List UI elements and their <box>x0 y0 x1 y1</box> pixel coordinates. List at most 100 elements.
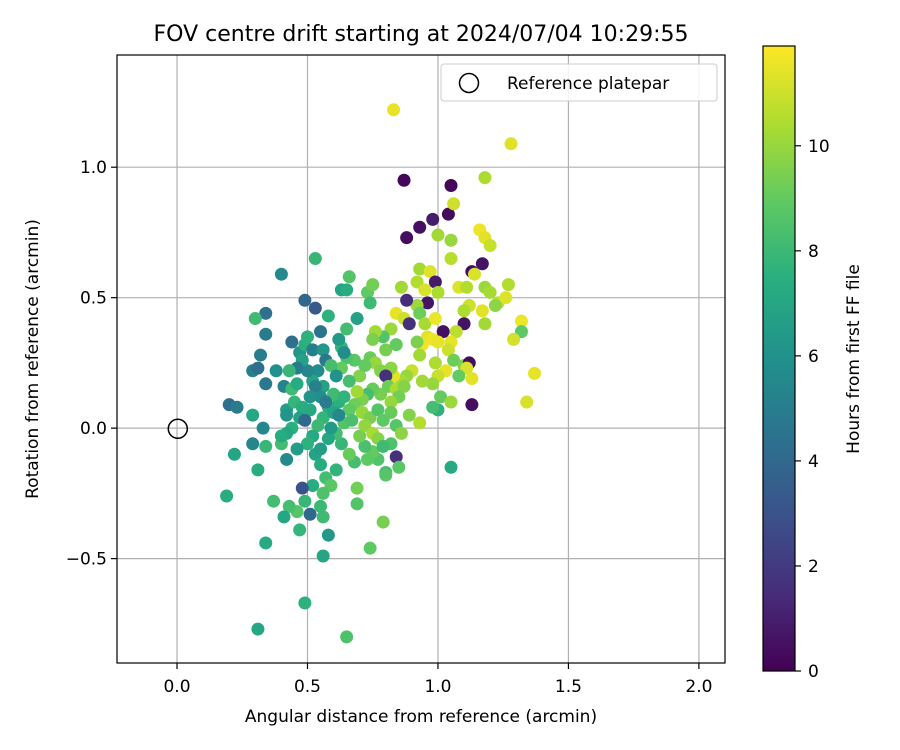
data-point <box>452 369 466 383</box>
data-point <box>379 343 393 357</box>
data-point <box>441 207 455 221</box>
data-point <box>457 304 471 318</box>
data-point <box>300 364 314 378</box>
x-axis-label: Angular distance from reference (arcmin) <box>245 707 597 727</box>
data-point <box>431 228 445 242</box>
data-point <box>285 335 299 349</box>
data-point <box>436 325 450 339</box>
data-point <box>303 390 317 404</box>
data-point <box>314 325 328 339</box>
data-point <box>363 541 377 555</box>
data-point <box>340 283 354 297</box>
data-point <box>389 338 403 352</box>
data-point <box>220 489 234 503</box>
data-point <box>298 596 312 610</box>
data-point <box>431 335 445 349</box>
data-point <box>514 314 528 328</box>
data-point <box>397 379 411 393</box>
data-point <box>282 364 296 378</box>
data-point <box>337 390 351 404</box>
data-point <box>428 356 442 370</box>
data-point <box>483 238 497 252</box>
data-point <box>259 536 273 550</box>
data-point <box>303 507 317 521</box>
data-point <box>248 312 262 326</box>
data-point <box>410 335 424 349</box>
data-point <box>460 280 474 294</box>
data-point <box>282 499 296 513</box>
data-point <box>332 332 346 346</box>
data-point <box>306 343 320 357</box>
data-point <box>298 494 312 508</box>
data-point <box>504 137 518 151</box>
data-point <box>308 301 322 315</box>
data-point <box>321 432 335 446</box>
legend-box <box>440 63 718 102</box>
data-point <box>314 458 328 472</box>
data-point <box>308 252 322 266</box>
data-point <box>329 369 343 383</box>
data-point <box>387 103 401 117</box>
legend: Reference platepar <box>440 63 718 102</box>
data-point <box>230 400 244 414</box>
scatter-points <box>220 103 542 644</box>
data-point <box>465 398 479 412</box>
legend-marker <box>458 72 480 94</box>
data-point <box>444 252 458 266</box>
x-axis: 0.0 0.5 1.0 1.5 2.0 <box>163 663 712 697</box>
data-point <box>316 510 330 524</box>
data-point <box>441 343 455 357</box>
x-tick-label: 0.5 <box>294 677 321 697</box>
data-point <box>483 285 497 299</box>
data-point <box>290 442 304 456</box>
data-point <box>316 343 330 357</box>
data-point <box>303 403 317 417</box>
data-point <box>316 549 330 563</box>
colorbar-tick-label: 8 <box>808 242 819 262</box>
data-point <box>300 330 314 344</box>
colorbar-tick-label: 4 <box>808 452 819 472</box>
x-tick-label: 1.0 <box>424 677 451 697</box>
data-point <box>251 463 265 477</box>
data-point <box>418 283 432 297</box>
y-axis-label: Rotation from reference (arcmin) <box>23 219 43 499</box>
data-point <box>321 528 335 542</box>
data-point <box>254 348 268 362</box>
data-point <box>277 510 291 524</box>
data-point <box>413 220 427 234</box>
data-point <box>449 325 463 339</box>
data-point <box>251 622 265 636</box>
colorbar-tick-label: 2 <box>808 557 819 577</box>
data-point <box>507 332 521 346</box>
data-point <box>467 267 481 281</box>
data-point <box>397 173 411 187</box>
data-point <box>371 403 385 417</box>
data-point <box>418 317 432 331</box>
data-point <box>298 293 312 307</box>
x-tick-label: 0.0 <box>163 677 190 697</box>
data-point <box>251 361 265 375</box>
data-point <box>379 369 393 383</box>
data-point <box>415 374 429 388</box>
data-point <box>400 293 414 307</box>
data-point <box>334 437 348 451</box>
colorbar-ticks: 0 2 4 6 8 10 <box>795 137 830 682</box>
data-point <box>246 437 260 451</box>
x-tick-label: 2.0 <box>685 677 712 697</box>
data-point <box>434 390 448 404</box>
data-point <box>342 403 356 417</box>
data-point <box>316 486 330 500</box>
data-point <box>311 419 325 433</box>
data-point <box>475 304 489 318</box>
chart-title: FOV centre drift starting at 2024/07/04 … <box>154 22 689 47</box>
data-point <box>379 468 393 482</box>
data-point <box>384 405 398 419</box>
data-point <box>520 395 534 409</box>
data-point <box>444 395 458 409</box>
data-point <box>413 262 427 276</box>
colorbar-gradient <box>762 45 796 672</box>
data-point <box>402 408 416 422</box>
data-point <box>295 481 309 495</box>
data-point <box>267 494 281 508</box>
data-point <box>421 296 435 310</box>
